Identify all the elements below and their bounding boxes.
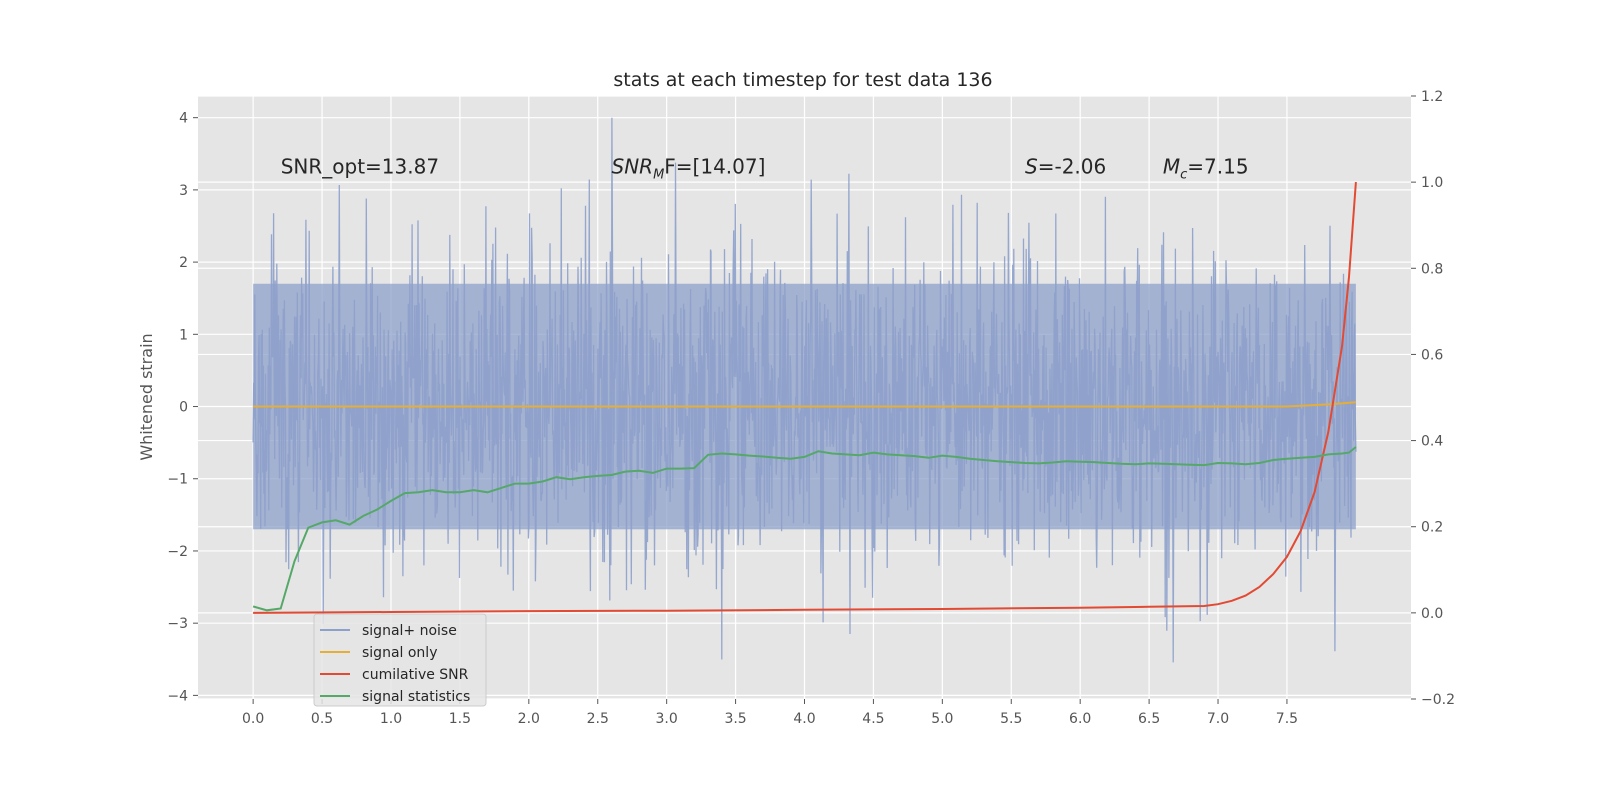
x-tick-label: 5.0 xyxy=(931,711,953,727)
series-cumulative-snr xyxy=(253,182,1357,614)
x-tick-label: 3.5 xyxy=(724,711,746,727)
y2-tick-label: 1.0 xyxy=(1421,175,1443,191)
y-tick-label: −3 xyxy=(167,616,188,632)
y2-tick-label: −0.2 xyxy=(1421,692,1455,708)
chart-title: stats at each timestep for test data 136 xyxy=(613,69,992,91)
annotation-4: Mc=7.15 xyxy=(1163,154,1249,182)
legend-entry: cumilative SNR xyxy=(362,667,469,683)
y-tick-label: 4 xyxy=(179,111,188,127)
annotation-value: =7.15 xyxy=(1187,154,1248,178)
y2-tick-label: 0.2 xyxy=(1421,520,1443,536)
series-signal-statistics xyxy=(252,446,1357,612)
annotation-subscript: M xyxy=(653,167,664,182)
x-tick-label: 4.0 xyxy=(793,711,815,727)
x-tick-label: 7.0 xyxy=(1207,711,1229,727)
x-tick-label: 0.0 xyxy=(242,711,264,727)
y2-tick-label: 1.2 xyxy=(1421,89,1443,105)
y-tick-label: 1 xyxy=(179,327,188,343)
x-tick-label: 3.0 xyxy=(656,711,678,727)
x-tick-label: 1.5 xyxy=(449,711,471,727)
x-tick-label: 2.0 xyxy=(518,711,540,727)
right-axis: 1.2 1.0 0.8 0.6 0.4 0.2 0.0 −0.2 xyxy=(1411,89,1455,708)
annotation-1: SNR_opt=13.87 xyxy=(281,154,439,178)
x-tick-label: 6.0 xyxy=(1069,711,1091,727)
x-tick-label: 6.5 xyxy=(1138,711,1160,727)
y-tick-label: 2 xyxy=(179,255,188,271)
legend-entry: signal only xyxy=(362,645,437,661)
legend-box xyxy=(313,613,487,707)
y-tick-label: −4 xyxy=(167,688,188,704)
annotation-value: F=[14.07] xyxy=(664,154,765,178)
x-tick-label: 0.5 xyxy=(311,711,333,727)
annotation-symbol: SNR xyxy=(612,154,654,178)
annotation-symbol: S xyxy=(1025,154,1038,178)
annotation-2: SNRMF=[14.07] xyxy=(612,154,766,182)
y-tick-label: 0 xyxy=(179,400,188,416)
annotations: SNR_opt=13.87 SNRMF=[14.07] S=-2.06 Mc=7.15 xyxy=(281,154,1249,182)
x-tick-label: 1.0 xyxy=(380,711,402,727)
y-tick-label: −2 xyxy=(167,544,188,560)
y2-tick-label: 0.6 xyxy=(1421,347,1443,363)
y2-tick-label: 0.4 xyxy=(1421,434,1443,450)
series-layer xyxy=(252,117,1357,663)
x-tick-label: 2.5 xyxy=(587,711,609,727)
annotation-subscript: c xyxy=(1180,167,1187,182)
series-signal-only xyxy=(253,401,1356,408)
legend-entry: signal+ noise xyxy=(362,623,457,639)
left-axis: 4 3 2 1 0 −1 −2 −3 −4 xyxy=(167,111,198,704)
y-tick-label: 3 xyxy=(179,183,188,199)
legend-entry: signal statistics xyxy=(362,689,470,705)
annotation-3: S=-2.06 xyxy=(1025,154,1106,178)
x-axis: 0.0 0.5 1.0 1.5 2.0 2.5 3.0 3.5 4.0 4.5 5.0 5.5 6.0 6… xyxy=(242,699,1298,727)
annotation-value: =-2.06 xyxy=(1038,154,1107,178)
annotation-symbol: M xyxy=(1163,154,1180,178)
y-axis-label: Whitened strain xyxy=(137,333,156,460)
legend: signal+ noise signal only cumilative SNR si… xyxy=(313,613,487,707)
x-tick-label: 5.5 xyxy=(1000,711,1022,727)
y2-tick-label: 0.0 xyxy=(1421,606,1443,622)
y2-tick-label: 0.8 xyxy=(1421,261,1443,277)
x-tick-label: 7.5 xyxy=(1276,711,1298,727)
x-tick-label: 4.5 xyxy=(862,711,884,727)
y-tick-label: −1 xyxy=(167,472,188,488)
